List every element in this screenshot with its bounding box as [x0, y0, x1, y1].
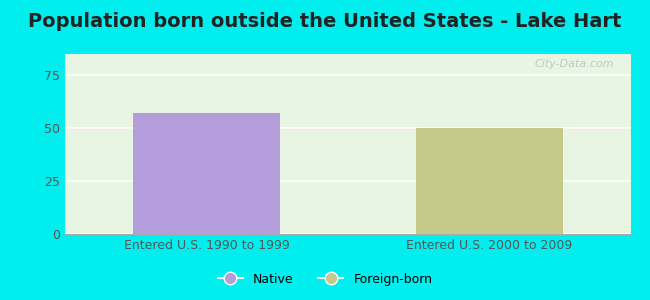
Text: Population born outside the United States - Lake Hart: Population born outside the United State…: [29, 12, 621, 31]
Text: City-Data.com: City-Data.com: [534, 59, 614, 69]
Bar: [415, 128, 563, 234]
Legend: Native, Foreign-born: Native, Foreign-born: [213, 268, 437, 291]
Bar: [133, 113, 280, 234]
